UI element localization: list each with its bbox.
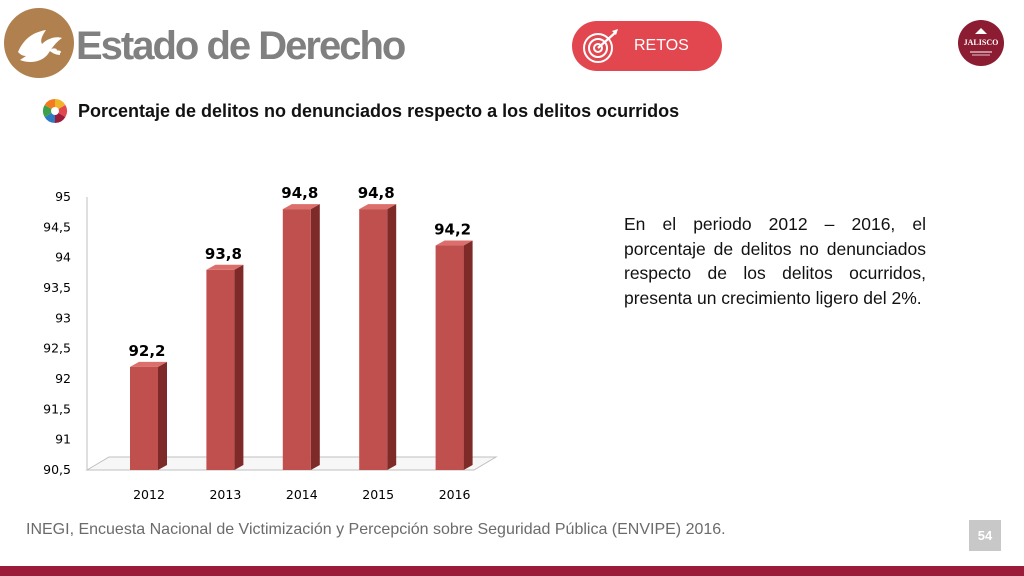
bar-side — [234, 264, 244, 470]
bar-top — [359, 204, 397, 210]
y-tick-label: 92 — [55, 371, 71, 386]
bar — [206, 269, 235, 470]
page-title: Estado de Derecho — [76, 24, 406, 68]
bar — [282, 209, 311, 470]
source-note: INEGI, Encuesta Nacional de Victimizació… — [26, 521, 726, 538]
data-label: 94,2 — [434, 221, 471, 239]
bar-top — [282, 204, 320, 210]
bar-top — [206, 264, 244, 270]
data-label: 93,8 — [205, 245, 242, 263]
page-number: 54 — [969, 520, 1001, 551]
bar-chart: 90,5 91 91,5 92 92,5 93 93,5 94 94,5 95 92,2 2012 93… — [43, 184, 498, 502]
badge-text: JALISCO — [963, 38, 999, 47]
target-icon — [583, 29, 618, 63]
coat-of-arms-icon — [970, 28, 992, 56]
y-tick-label: 93 — [55, 310, 71, 325]
chart-subtitle: Porcentaje de delitos no denunciados res… — [78, 101, 680, 121]
footer-bar — [0, 566, 1024, 576]
data-label: 94,8 — [281, 184, 318, 202]
x-tick-label: 2014 — [286, 487, 318, 502]
y-tick-label: 94 — [55, 250, 71, 265]
bar-side — [463, 240, 473, 470]
retos-button[interactable]: RETOS — [572, 21, 722, 71]
data-label: 92,2 — [128, 342, 165, 360]
bar — [130, 366, 158, 470]
y-tick-label: 91,5 — [43, 401, 71, 416]
y-tick-label: 91 — [55, 432, 71, 447]
x-tick-label: 2013 — [209, 487, 241, 502]
y-tick-label: 94,5 — [43, 219, 71, 234]
color-segments-icon — [42, 99, 68, 123]
y-tick-label: 90,5 — [43, 462, 71, 477]
bar — [359, 209, 388, 470]
data-label: 94,8 — [358, 184, 395, 202]
retos-label: RETOS — [634, 37, 689, 54]
bar-side — [310, 204, 320, 470]
logo-badge — [4, 8, 74, 78]
y-tick-label: 92,5 — [43, 341, 71, 356]
bar-side — [158, 361, 167, 470]
x-tick-label: 2012 — [133, 487, 165, 502]
bar-top — [435, 240, 473, 246]
x-tick-label: 2016 — [439, 487, 471, 502]
dove-icon — [18, 30, 62, 62]
x-tick-label: 2015 — [362, 487, 394, 502]
bar-side — [387, 204, 397, 470]
bar — [435, 245, 464, 470]
chart-description: En el periodo 2012 – 2016, el porcentaje… — [624, 214, 926, 308]
bar-top — [130, 361, 167, 367]
y-tick-label: 93,5 — [43, 280, 71, 295]
jalisco-badge: JALISCO — [958, 20, 1004, 66]
y-tick-label: 95 — [55, 189, 71, 204]
